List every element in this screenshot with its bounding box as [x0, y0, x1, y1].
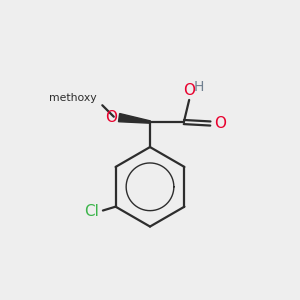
Text: Cl: Cl — [85, 205, 99, 220]
Polygon shape — [118, 113, 150, 123]
Text: O: O — [105, 110, 117, 125]
Text: H: H — [194, 80, 204, 94]
Text: O: O — [214, 116, 226, 131]
Text: O: O — [183, 82, 195, 98]
Text: methoxy: methoxy — [50, 93, 97, 103]
